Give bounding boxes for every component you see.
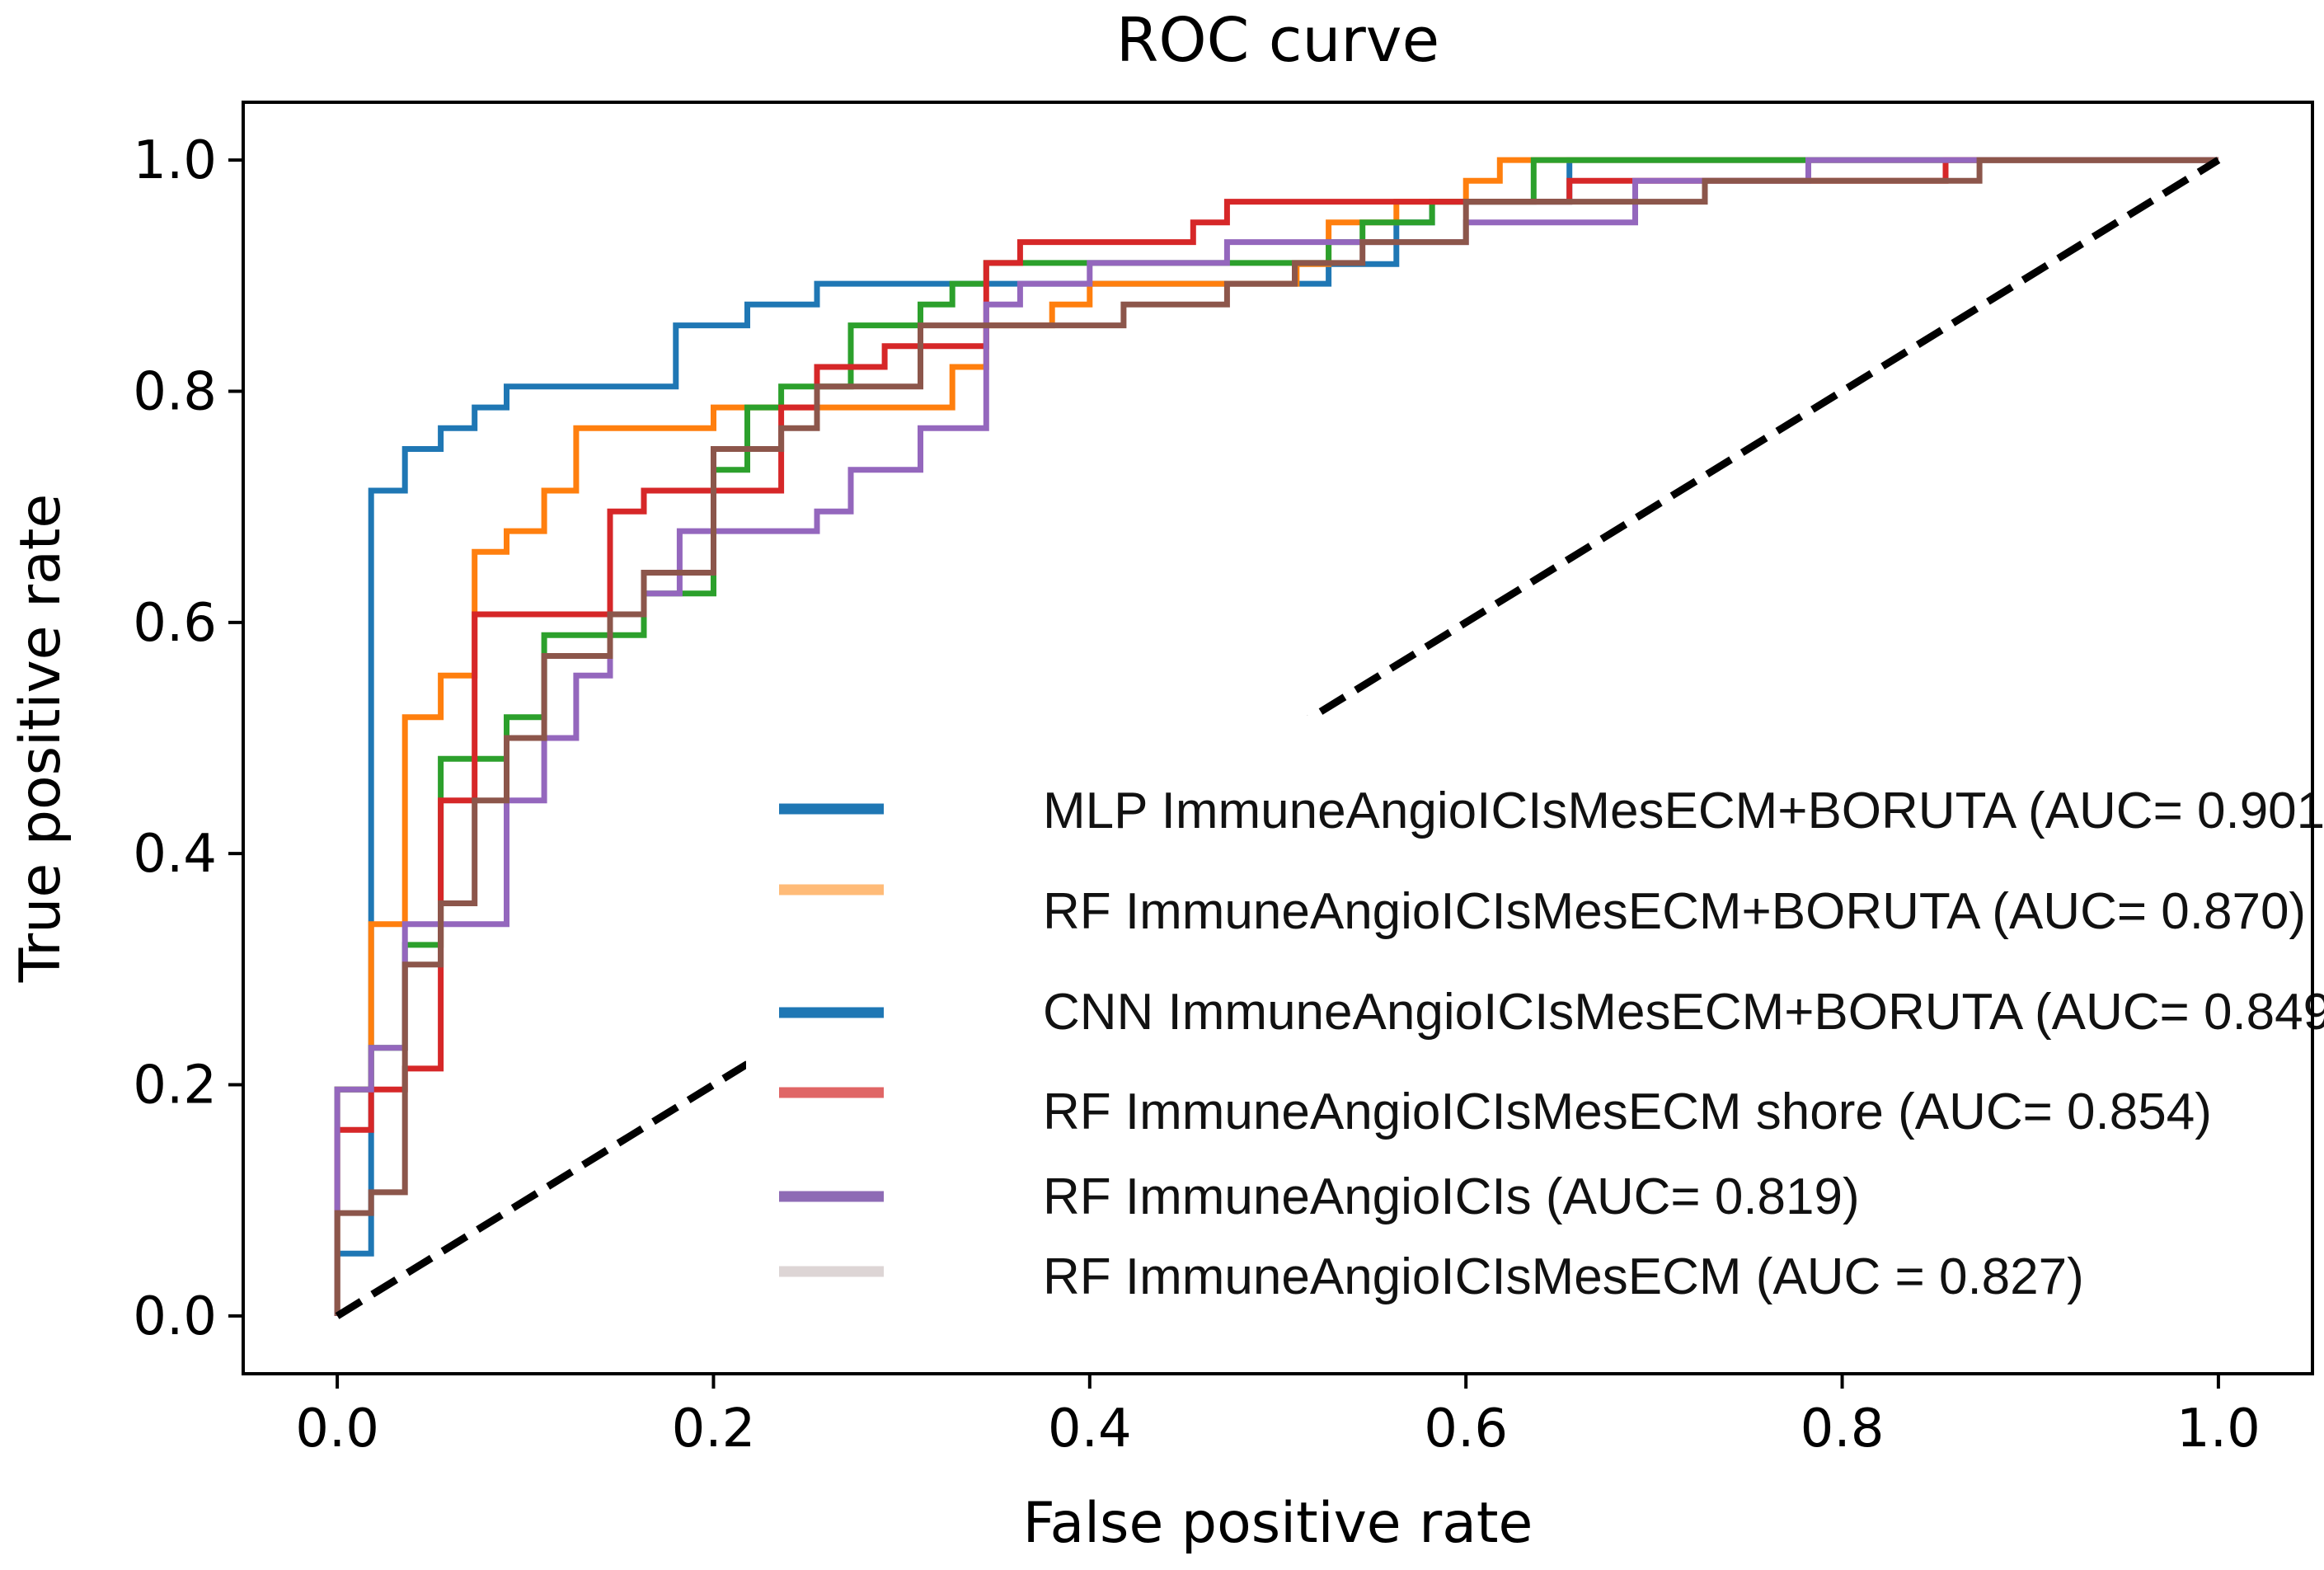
x-tick-label: 0.8: [1801, 1398, 1885, 1460]
roc-series-line: [334, 157, 2218, 1316]
x-tick-label: 0.4: [1048, 1398, 1132, 1460]
x-tick-label: 0.2: [672, 1398, 756, 1460]
x-tick-label: 1.0: [2176, 1398, 2261, 1460]
chart-title: ROC curve: [1116, 5, 1439, 76]
legend-label: RF ImmuneAngioICIsMesECM shore (AUC= 0.8…: [1043, 1083, 2212, 1140]
legend-background: [746, 716, 2181, 1342]
x-tick-label: 0.0: [295, 1398, 379, 1460]
y-tick-label: 0.2: [133, 1055, 217, 1116]
axes-group: 0.0 0.2 0.4 0.6 0.8 1.0 0.0 0.2 0.4 0.6 0.8 1.0: [133, 130, 2261, 1460]
legend-label: RF ImmuneAngioICIs (AUC= 0.819): [1043, 1168, 1860, 1225]
plot-area-frame: [242, 101, 2314, 1375]
legend-label: RF ImmuneAngioICIsMesECM (AUC = 0.827): [1043, 1248, 2084, 1305]
roc-series-line: [334, 157, 2218, 1316]
legend: MLP ImmuneAngioICIsMesECM+BORUTA (AUC= 0…: [746, 716, 2324, 1342]
y-tick-label: 0.0: [133, 1286, 217, 1347]
y-tick-label: 0.6: [133, 593, 217, 654]
legend-label: MLP ImmuneAngioICIsMesECM+BORUTA (AUC= 0…: [1043, 783, 2324, 839]
y-axis-label: True positive rate: [8, 494, 73, 984]
x-tick-label: 0.6: [1424, 1398, 1508, 1460]
legend-label: RF ImmuneAngioICIsMesECM+BORUTA (AUC= 0.…: [1043, 883, 2306, 940]
legend-label: CNN ImmuneAngioICIsMesECM+BORUTA (AUC= 0…: [1043, 984, 2324, 1041]
y-tick-label: 1.0: [133, 130, 217, 191]
chance-diagonal-line: [335, 157, 2221, 1319]
y-tick-label: 0.4: [133, 824, 217, 885]
series-layer: [334, 157, 2221, 1319]
y-tick-label: 0.8: [133, 361, 217, 422]
x-axis-label: False positive rate: [1023, 1491, 1533, 1556]
